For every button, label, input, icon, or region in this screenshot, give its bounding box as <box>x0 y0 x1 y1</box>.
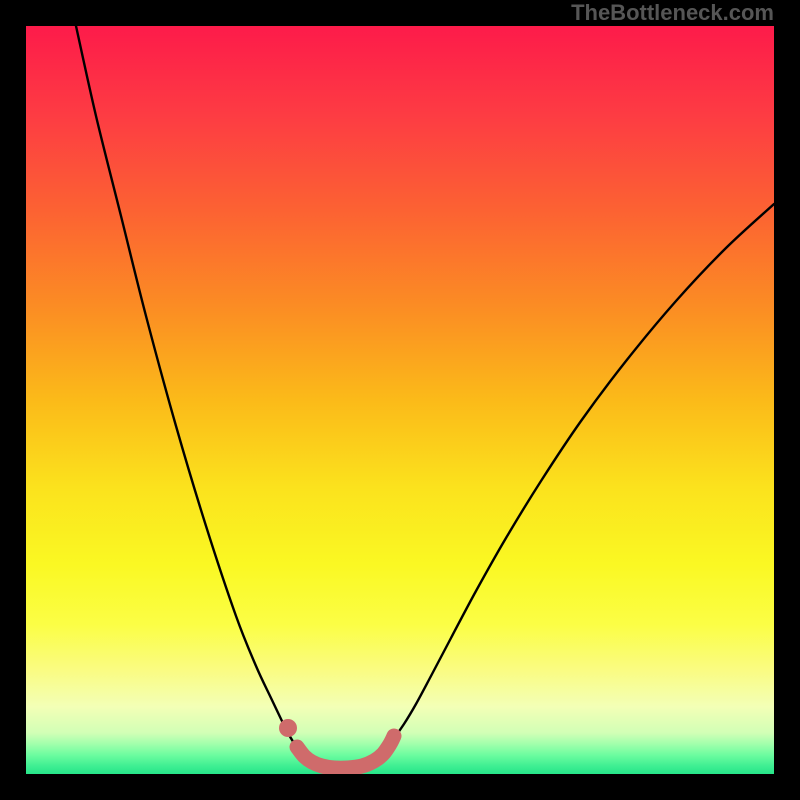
chart-frame: TheBottleneck.com <box>0 0 800 800</box>
sweet-spot-marker <box>279 719 297 737</box>
source-watermark: TheBottleneck.com <box>571 0 774 26</box>
gradient-background <box>26 26 774 774</box>
bottleneck-curve-chart <box>26 26 774 774</box>
plot-area <box>26 26 774 774</box>
